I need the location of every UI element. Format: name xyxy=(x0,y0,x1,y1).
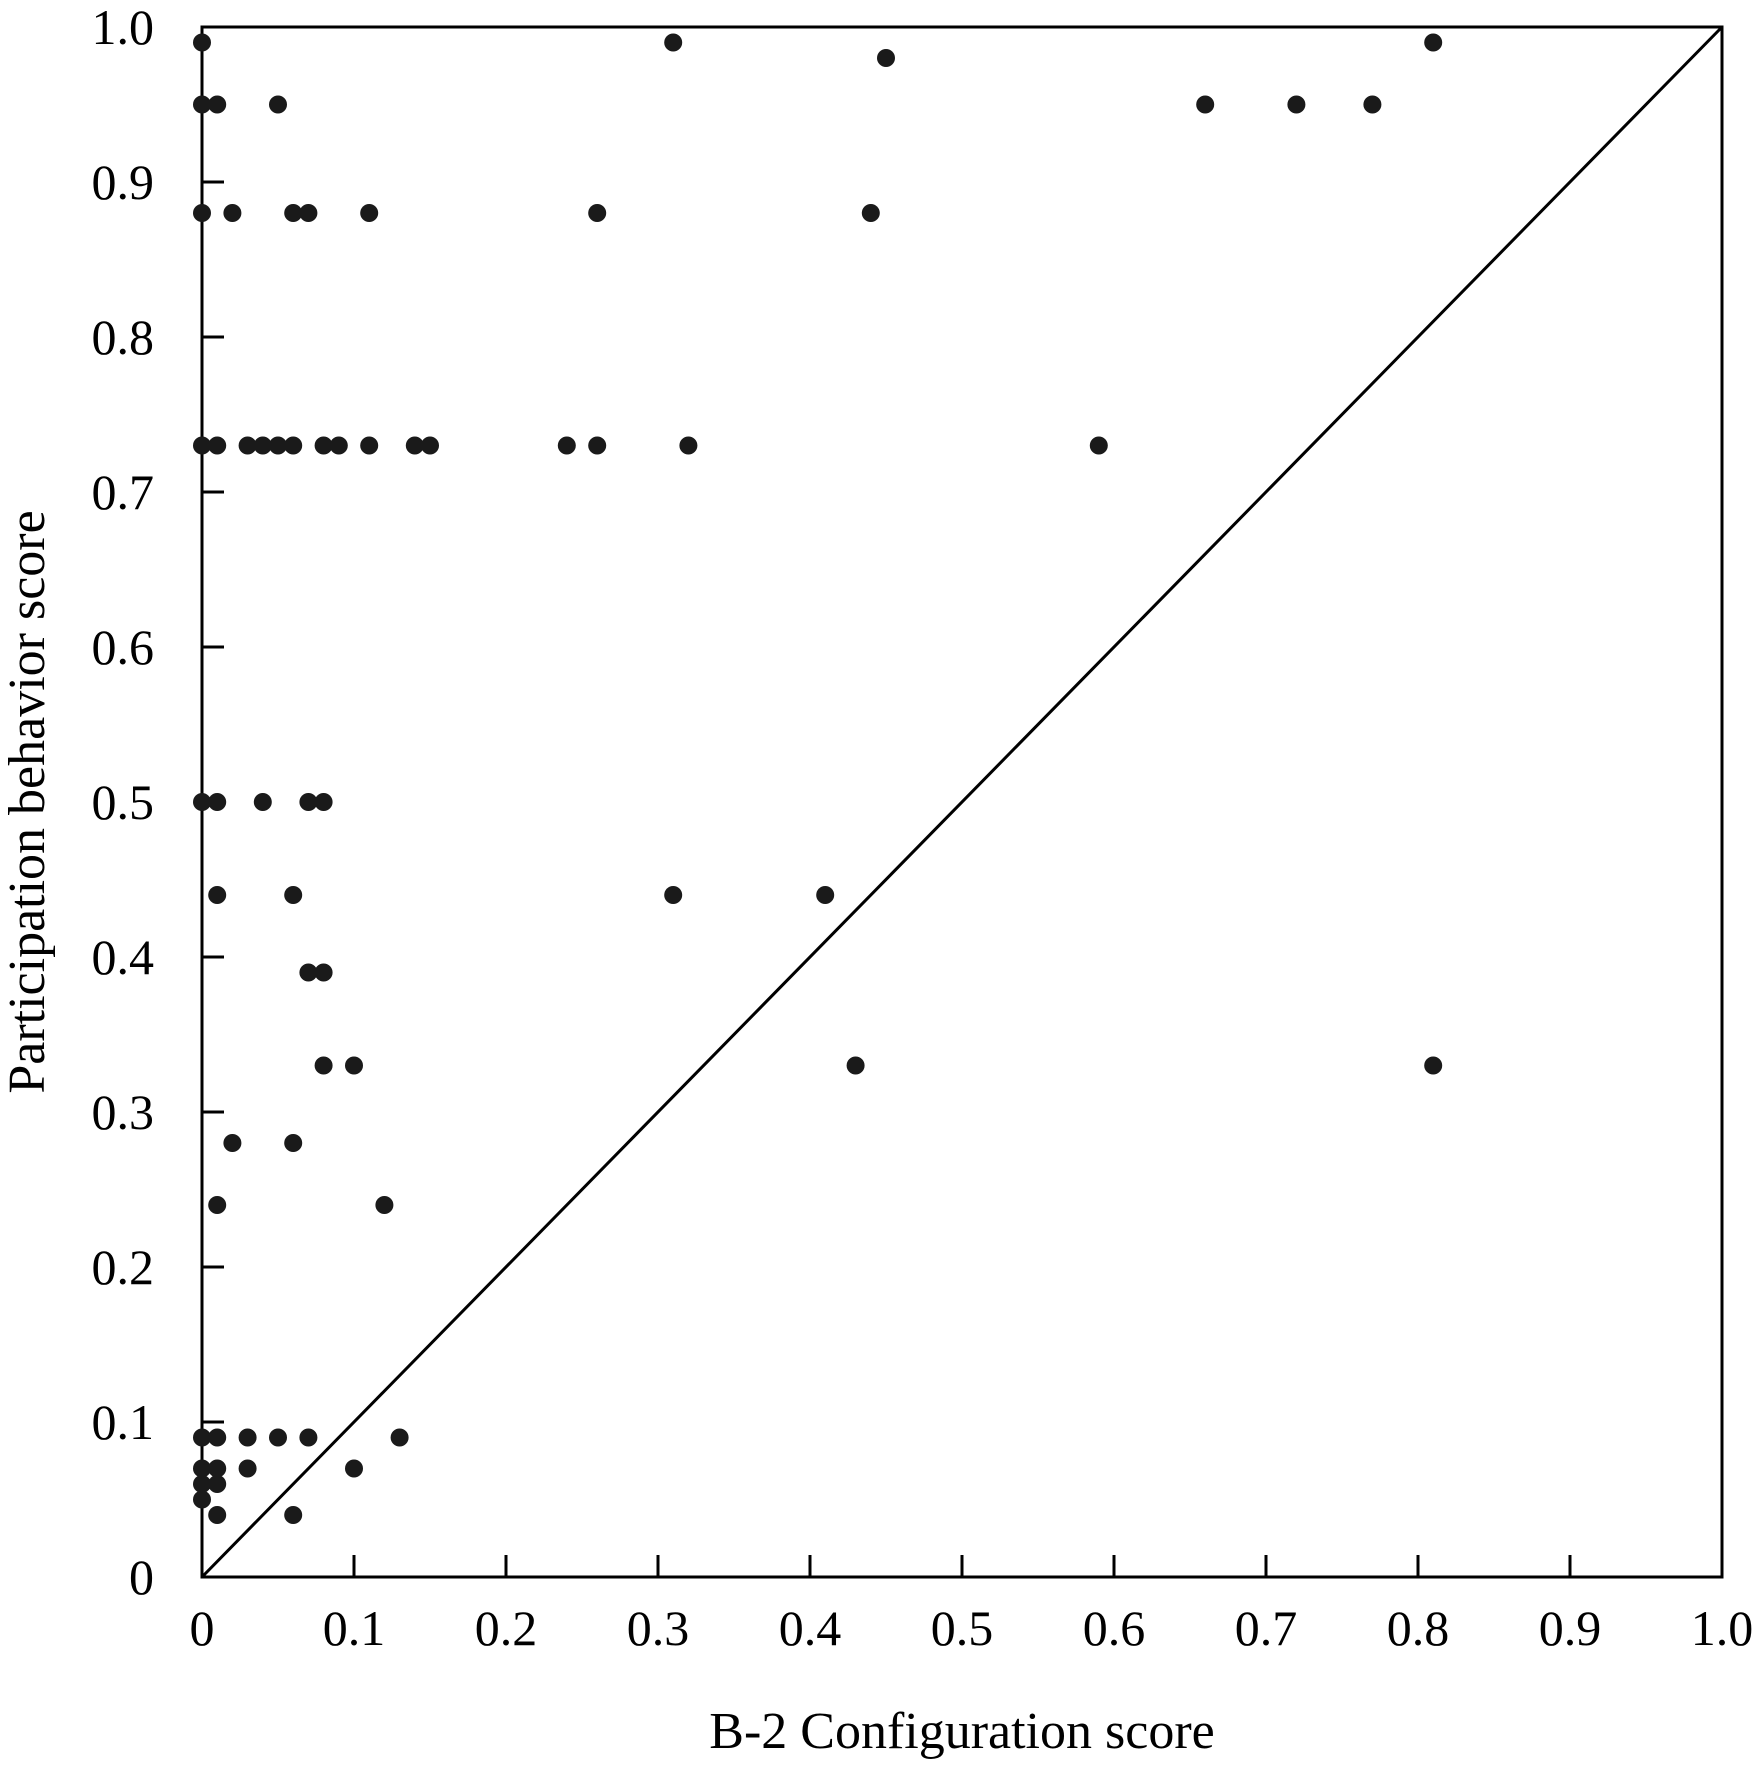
data-point xyxy=(345,1056,363,1075)
data-point xyxy=(679,436,698,455)
x-axis-title: B-2 Configuration score xyxy=(709,1703,1214,1760)
data-point xyxy=(208,1475,227,1493)
data-point xyxy=(193,793,211,811)
x-tick-label: 0.1 xyxy=(323,1600,386,1656)
x-tick-label: 1.0 xyxy=(1691,1600,1754,1656)
data-point xyxy=(238,1428,257,1447)
data-point xyxy=(193,1428,211,1447)
data-point xyxy=(1424,1056,1443,1075)
data-point xyxy=(253,436,272,455)
data-point xyxy=(345,1459,363,1478)
y-tick-label: 0 xyxy=(129,1549,154,1605)
data-point xyxy=(299,963,318,982)
data-point xyxy=(193,436,211,455)
data-point xyxy=(314,436,333,455)
y-tick-label: 0.7 xyxy=(92,464,155,520)
data-point xyxy=(299,204,318,222)
data-point xyxy=(193,33,211,52)
data-point xyxy=(421,436,439,455)
data-point xyxy=(877,49,895,67)
data-point xyxy=(299,793,318,811)
data-point xyxy=(223,204,242,222)
data-point xyxy=(193,204,211,222)
data-point xyxy=(1196,95,1215,114)
data-point xyxy=(193,1475,211,1493)
x-tick-label: 0.7 xyxy=(1235,1600,1298,1656)
data-point xyxy=(269,436,287,455)
x-tick-label: 0.5 xyxy=(931,1600,994,1656)
data-point xyxy=(269,1428,287,1447)
data-point xyxy=(223,1134,242,1152)
data-point xyxy=(238,1459,257,1478)
x-tick-label: 0.9 xyxy=(1539,1600,1602,1656)
data-point xyxy=(314,793,333,811)
y-tick-label: 0.8 xyxy=(92,309,155,365)
data-point xyxy=(329,436,348,455)
y-tick-label: 0.4 xyxy=(92,929,155,985)
x-tick-label: 0.6 xyxy=(1083,1600,1146,1656)
y-tick-label: 1.0 xyxy=(92,0,155,55)
data-point xyxy=(208,1196,227,1214)
data-point xyxy=(390,1428,409,1447)
data-point xyxy=(405,436,424,455)
y-tick-label: 0.6 xyxy=(92,619,155,675)
data-points xyxy=(193,33,1443,1524)
x-tick-label: 0.3 xyxy=(627,1600,690,1656)
data-point xyxy=(299,1428,318,1447)
data-point xyxy=(208,1428,227,1447)
x-tick-label: 0.2 xyxy=(475,1600,538,1656)
data-point xyxy=(284,886,303,904)
data-point xyxy=(1089,436,1108,455)
data-point xyxy=(208,1459,227,1478)
data-point xyxy=(360,204,379,222)
y-tick-label: 0.3 xyxy=(92,1084,155,1140)
data-point xyxy=(375,1196,394,1214)
data-point xyxy=(588,204,607,222)
data-point xyxy=(284,204,303,222)
data-point xyxy=(816,886,835,904)
data-point xyxy=(208,95,227,114)
data-point xyxy=(314,1056,333,1075)
data-point xyxy=(664,886,683,904)
data-point xyxy=(1287,95,1306,114)
x-axis-ticks: 0 0.1 0.2 0.3 0.4 0.5 0.6 0.7 0.8 0.9 1.0 xyxy=(190,1555,1754,1656)
data-point xyxy=(284,436,303,455)
x-tick-label: 0 xyxy=(190,1600,215,1656)
data-point xyxy=(269,95,287,114)
data-point xyxy=(1424,33,1443,52)
y-axis-title: Participation behavior score xyxy=(0,510,56,1093)
data-point xyxy=(208,886,227,904)
data-point xyxy=(284,1506,303,1524)
data-point xyxy=(314,963,333,982)
y-tick-label: 0.5 xyxy=(92,774,155,830)
data-point xyxy=(193,1459,211,1478)
data-point xyxy=(360,436,379,455)
data-point xyxy=(861,204,880,222)
data-point xyxy=(284,1134,303,1152)
data-point xyxy=(208,1506,227,1524)
x-tick-label: 0.8 xyxy=(1387,1600,1450,1656)
reference-diagonal-line xyxy=(200,25,1724,1579)
data-point xyxy=(208,436,227,455)
data-point xyxy=(193,1490,211,1509)
data-point xyxy=(1363,95,1382,114)
data-point xyxy=(238,436,257,455)
data-point xyxy=(253,793,272,811)
y-axis-ticks: 0 0.1 0.2 0.3 0.4 0.5 0.6 0.7 0.8 0.9 1.0 xyxy=(92,0,224,1605)
x-tick-label: 0.4 xyxy=(779,1600,842,1656)
y-tick-label: 0.1 xyxy=(92,1394,155,1450)
data-point xyxy=(557,436,576,455)
data-point xyxy=(664,33,683,52)
data-point xyxy=(588,436,607,455)
y-tick-label: 0.2 xyxy=(92,1239,155,1295)
data-point xyxy=(193,95,211,114)
y-tick-label: 0.9 xyxy=(92,154,155,210)
data-point xyxy=(208,793,227,811)
data-point xyxy=(846,1056,865,1075)
